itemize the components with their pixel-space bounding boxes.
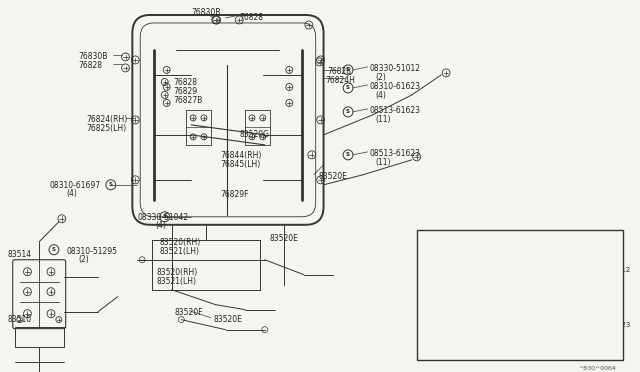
- Text: 76845(LH): 76845(LH): [221, 160, 261, 169]
- Text: S: S: [346, 153, 350, 157]
- Text: 76844(RH): 76844(RH): [221, 151, 262, 160]
- Text: 08513-61623: 08513-61623: [370, 106, 420, 115]
- Text: 83520E: 83520E: [269, 234, 298, 243]
- Text: 08310-61623: 08310-61623: [370, 82, 420, 91]
- Text: 76829: 76829: [173, 87, 198, 96]
- Text: (4): (4): [376, 91, 387, 100]
- Text: 83514: 83514: [8, 250, 32, 259]
- Text: 08330-51042: 08330-51042: [137, 213, 188, 222]
- Text: (2): (2): [79, 255, 89, 264]
- Text: S: S: [575, 322, 579, 327]
- Text: (11): (11): [376, 115, 391, 124]
- Text: 08310-61623: 08310-61623: [584, 322, 631, 328]
- Text: (4): (4): [591, 330, 601, 336]
- Text: 76827B: 76827B: [531, 293, 557, 299]
- Text: S: S: [436, 323, 440, 328]
- Text: 08310-51295: 08310-51295: [67, 247, 118, 256]
- Text: 83520G: 83520G: [239, 130, 269, 139]
- Text: 76830B: 76830B: [426, 273, 454, 279]
- Text: S: S: [346, 86, 350, 90]
- Text: 83521(LH): 83521(LH): [160, 247, 200, 256]
- Text: S: S: [346, 67, 350, 73]
- Text: (11): (11): [376, 158, 391, 167]
- Text: 83521(LH): 83521(LH): [157, 277, 197, 286]
- Text: 83520(RH): 83520(RH): [157, 268, 198, 277]
- Text: S: S: [575, 267, 579, 272]
- Text: 76828: 76828: [426, 281, 449, 287]
- Text: ^830^0064: ^830^0064: [579, 366, 616, 371]
- Text: 76829: 76829: [459, 273, 481, 279]
- Text: 08310-61697: 08310-61697: [444, 341, 492, 347]
- Text: S: S: [346, 109, 350, 114]
- Text: 76825(LH): 76825(LH): [426, 299, 463, 305]
- Bar: [245, 110, 269, 145]
- Text: 76827B: 76827B: [173, 96, 203, 105]
- Text: 08330-51012: 08330-51012: [584, 267, 630, 273]
- Text: 76824H: 76824H: [326, 76, 355, 85]
- Text: (4): (4): [155, 221, 166, 230]
- Text: 83520E: 83520E: [319, 172, 348, 181]
- Text: 76829F: 76829F: [221, 190, 249, 199]
- Text: 76845(LH): 76845(LH): [525, 247, 561, 253]
- Text: 08513-61623: 08513-61623: [370, 149, 420, 158]
- Text: 76828: 76828: [328, 67, 351, 76]
- Text: 83510: 83510: [8, 315, 32, 324]
- Text: -76827B: -76827B: [470, 273, 500, 279]
- Text: 76824(RH): 76824(RH): [426, 291, 464, 297]
- Text: S: S: [52, 247, 56, 252]
- Text: 76825(LH): 76825(LH): [86, 124, 127, 133]
- Text: 76828: 76828: [79, 61, 102, 70]
- Text: 76870(RH): 76870(RH): [561, 295, 599, 301]
- Text: 76828: 76828: [239, 13, 263, 22]
- Text: (2): (2): [376, 73, 387, 82]
- Text: 76830B: 76830B: [191, 8, 221, 17]
- Text: 76828: 76828: [531, 285, 553, 291]
- Text: 08330-51042: 08330-51042: [444, 322, 492, 328]
- Text: (2): (2): [591, 275, 601, 281]
- Text: 76829F: 76829F: [502, 344, 529, 351]
- Text: 08330-51012: 08330-51012: [370, 64, 420, 73]
- Text: (4): (4): [453, 349, 463, 355]
- Text: 76844(RH): 76844(RH): [525, 238, 563, 244]
- Text: (4): (4): [67, 189, 77, 198]
- Bar: [186, 110, 211, 145]
- Text: 76824(RH): 76824(RH): [86, 115, 127, 124]
- Text: S: S: [436, 342, 440, 347]
- Text: (4): (4): [453, 330, 463, 336]
- Text: 08310-61697: 08310-61697: [49, 181, 100, 190]
- Text: -76828: -76828: [440, 245, 465, 251]
- Text: 76871(LH): 76871(LH): [561, 303, 598, 309]
- Text: 76828: 76828: [173, 78, 198, 87]
- Text: 83520F: 83520F: [175, 308, 203, 317]
- Text: 83520(RH): 83520(RH): [160, 238, 201, 247]
- Text: DX: DX: [603, 233, 618, 242]
- Bar: [15, 327, 64, 347]
- Text: S: S: [109, 182, 113, 187]
- Text: S: S: [163, 214, 166, 219]
- Bar: [417, 230, 623, 360]
- Text: 83520E: 83520E: [214, 315, 243, 324]
- Text: 76830B: 76830B: [79, 52, 108, 61]
- Text: 76830B: 76830B: [424, 238, 451, 244]
